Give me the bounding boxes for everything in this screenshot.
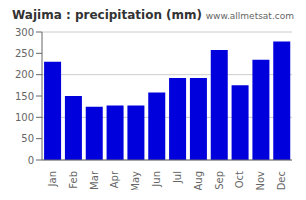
svg-text:Apr: Apr <box>109 170 120 188</box>
svg-text:Jun: Jun <box>151 171 162 188</box>
svg-text:Nov: Nov <box>255 171 266 190</box>
svg-text:Mar: Mar <box>89 170 100 190</box>
svg-text:Aug: Aug <box>193 171 204 190</box>
svg-text:Sep: Sep <box>214 171 225 190</box>
svg-text:200: 200 <box>15 69 34 80</box>
svg-text:0: 0 <box>28 155 34 166</box>
svg-text:Dec: Dec <box>276 171 287 190</box>
svg-text:250: 250 <box>15 48 34 59</box>
svg-text:300: 300 <box>15 27 34 38</box>
svg-text:Oct: Oct <box>234 171 245 188</box>
svg-text:100: 100 <box>15 112 34 123</box>
svg-text:Jan: Jan <box>47 171 58 187</box>
svg-text:Jul: Jul <box>172 171 183 184</box>
svg-text:Feb: Feb <box>68 171 79 189</box>
svg-text:50: 50 <box>21 133 34 144</box>
html-text:Wajima : precipitation (mm) ww: Wajima : precipitation (mm) www.allmetsa… <box>12 8 294 22</box>
svg-text:150: 150 <box>15 91 34 102</box>
svg-text:May: May <box>130 171 141 190</box>
